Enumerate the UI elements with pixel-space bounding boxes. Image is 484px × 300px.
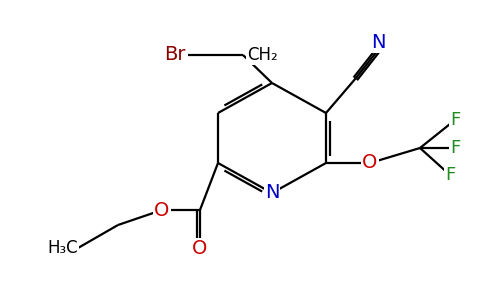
Text: H₃C: H₃C (47, 239, 78, 257)
Text: CH₂: CH₂ (247, 46, 278, 64)
Text: N: N (265, 184, 279, 202)
Text: O: O (363, 154, 378, 172)
Text: F: F (450, 139, 460, 157)
Text: Br: Br (165, 46, 186, 64)
Text: O: O (192, 238, 208, 257)
Text: N: N (371, 34, 385, 52)
Text: O: O (154, 200, 170, 220)
Text: F: F (445, 166, 455, 184)
Text: F: F (450, 111, 460, 129)
